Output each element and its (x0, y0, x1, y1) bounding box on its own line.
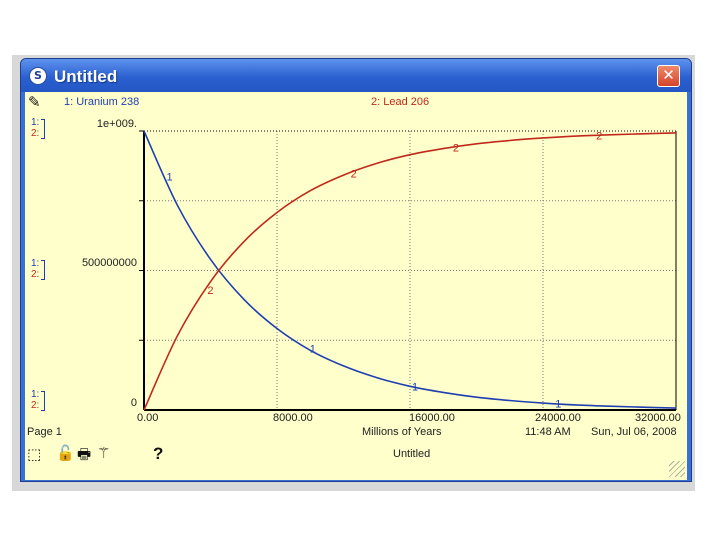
app-icon[interactable]: S (29, 67, 47, 85)
window-title: Untitled (54, 67, 118, 86)
y-tick-bottom: 0 (130, 397, 137, 409)
title-bar[interactable]: S Untitled ✕ (21, 59, 691, 92)
graph-name: Untitled (393, 448, 431, 460)
hide-graph-icon[interactable]: ⬚ (27, 445, 42, 463)
grid (144, 131, 677, 410)
series-marker-1: 1 (310, 344, 316, 356)
x-tick-2: 16000.00 (409, 412, 455, 424)
plot-area: 1 1 1 1 2 2 2 2 (139, 130, 677, 411)
x-tick-1: 8000.00 (273, 412, 313, 424)
series-marker-2: 2 (207, 285, 213, 297)
x-tick-4: 32000.00 (635, 412, 681, 424)
axes (139, 130, 677, 411)
scale-tag-top-1: 1: (31, 117, 40, 128)
lock-icon[interactable]: 🔓 (56, 444, 75, 462)
magic-wand-icon[interactable]: ⚚ (97, 444, 111, 462)
y-tick-mid: 500000000 (81, 257, 137, 269)
scale-tag-bot-1: 1: (31, 389, 40, 400)
scale-bracket-top (41, 119, 45, 139)
x-axis-label: Millions of Years (362, 426, 442, 438)
print-icon[interactable]: 🖶 (77, 445, 92, 463)
series-marker-2: 2 (596, 130, 602, 142)
time-stamp: 11:48 AM (525, 426, 571, 438)
close-button[interactable]: ✕ (657, 65, 680, 87)
scale-tag-top-2: 2: (31, 128, 40, 139)
date-stamp: Sun, Jul 06, 2008 (591, 426, 677, 438)
series-marker-2: 2 (351, 168, 357, 180)
series-marker-2: 2 (453, 142, 459, 154)
scale-bracket-bot (41, 391, 45, 411)
pin-icon[interactable]: ✎ (28, 93, 41, 111)
series-markers: 1 1 1 1 2 2 2 2 (166, 130, 602, 410)
legend-series2: 2: Lead 206 (371, 96, 430, 108)
y-tick-top: 1e+009. (96, 118, 137, 130)
scale-bracket-mid (41, 260, 45, 280)
series-marker-1: 1 (555, 399, 561, 411)
series-lines (143, 130, 677, 411)
legend-series1: 1: Uranium 238 (64, 96, 140, 108)
series-line-1 (143, 130, 677, 409)
graph-pad: ✎ 1: Uranium 238 2: Lead 206 1: 2: 1: 2:… (25, 92, 687, 480)
scale-tag-bot-2: 2: (31, 400, 40, 411)
help-button[interactable]: ? (153, 444, 164, 463)
x-tick-3: 24000.00 (535, 412, 581, 424)
series-line-2 (143, 132, 677, 411)
page-label: Page 1 (27, 426, 62, 438)
series-marker-1: 1 (412, 381, 418, 393)
x-tick-0: 0.00 (137, 412, 159, 424)
scale-tag-mid-2: 2: (31, 269, 40, 280)
resize-grip[interactable] (669, 461, 685, 477)
scale-tag-mid-1: 1: (31, 258, 40, 269)
series-marker-1: 1 (166, 171, 172, 183)
graph-window: S Untitled ✕ ✎ 1: Uranium 238 2: Lead 20… (20, 58, 692, 482)
